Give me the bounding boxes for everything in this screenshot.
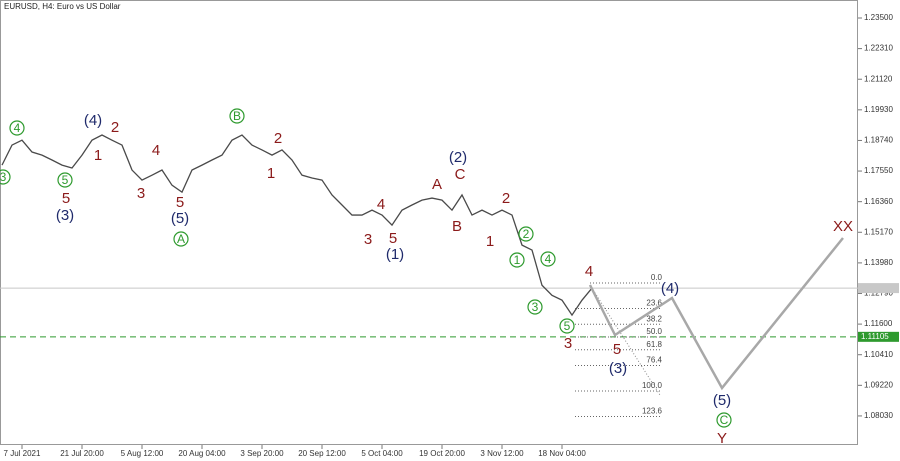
wave-circle [559, 318, 575, 334]
y-tick-label: 1.09220 [864, 380, 893, 389]
wave-label: 5 [564, 319, 571, 333]
y-tick-label: 1.17550 [864, 166, 893, 175]
wave-label: B [452, 218, 462, 235]
wave-circle [57, 172, 73, 188]
wave-label: 4 [377, 196, 385, 213]
wave-label: 4 [152, 142, 160, 159]
wave-circle [173, 231, 189, 247]
wave-circle [527, 299, 543, 315]
wave-label: C [720, 413, 729, 427]
wave-label: 4 [585, 263, 593, 280]
wave-label: A [432, 176, 442, 193]
y-tick-label: 1.10410 [864, 350, 893, 359]
wave-label: 2 [111, 119, 119, 136]
wave-label: 3 [564, 335, 572, 352]
wave-label: 3 [137, 185, 145, 202]
support-label-box [858, 331, 899, 342]
wave-label: (3) [56, 207, 74, 224]
y-tick-label: 1.15170 [864, 227, 893, 236]
x-tick-label: 3 Sep 20:00 [240, 449, 284, 458]
wave-label: 4 [545, 252, 552, 266]
wave-label: (5) [713, 392, 731, 409]
wave-circle [9, 120, 25, 136]
wave-label: (1) [386, 246, 404, 263]
x-tick-label: 5 Aug 12:00 [121, 449, 164, 458]
y-tick-label: 1.18740 [864, 136, 893, 145]
wave-label: 1 [267, 165, 275, 182]
x-tick-label: 5 Oct 04:00 [361, 449, 403, 458]
wave-label: (4) [84, 112, 102, 129]
wave-circle [716, 412, 732, 428]
fib-label: 76.4 [646, 356, 662, 365]
wave-circle [0, 169, 11, 185]
fib-label: 123.6 [642, 407, 663, 416]
x-tick-label: 3 Nov 12:00 [480, 449, 524, 458]
price-line [1, 134, 593, 317]
wave-label: 1 [94, 147, 102, 164]
wave-label: 5 [62, 173, 69, 187]
wave-label: (2) [449, 149, 467, 166]
wave-label: (4) [661, 280, 679, 297]
wave-label: (3) [609, 360, 627, 377]
wave-label: 5 [613, 341, 621, 358]
wave-label: Y [717, 430, 727, 447]
fib-label: 23.6 [646, 299, 662, 308]
y-tick-label: 1.22310 [864, 44, 893, 53]
fib-label: 61.8 [646, 340, 662, 349]
support-label: 1.11105 [861, 332, 889, 341]
x-tick-label: 19 Oct 20:00 [419, 449, 465, 458]
wave-label: 2 [523, 227, 530, 241]
wave-label: 2 [274, 130, 282, 147]
x-tick-label: 20 Sep 12:00 [298, 449, 346, 458]
wave-label: 5 [176, 194, 184, 211]
wave-label: XX [833, 218, 853, 235]
wave-circle [540, 251, 556, 267]
y-tick-label: 1.19930 [864, 105, 893, 114]
wave-label: C [455, 166, 466, 183]
wave-label: 3 [364, 231, 372, 248]
wave-label: 5 [389, 230, 397, 247]
wave-label: 5 [62, 190, 70, 207]
projection-path [588, 237, 844, 391]
fib-diagonal [589, 284, 661, 396]
fib-label: 0.0 [651, 273, 663, 282]
y-tick-label: 1.16360 [864, 197, 893, 206]
wave-label: 1 [486, 233, 494, 250]
wave-label: B [233, 109, 241, 123]
wave-label: 4 [14, 121, 21, 135]
wave-label: 1 [514, 253, 521, 267]
y-tick-label: 1.12790 [864, 289, 893, 298]
fib-label: 100.0 [642, 381, 663, 390]
y-tick-label: 1.21120 [864, 74, 893, 83]
wave-label: (5) [171, 210, 189, 227]
last-price-box [858, 283, 899, 294]
y-tick-label: 1.11600 [864, 319, 893, 328]
y-tick-label: 1.23500 [864, 13, 893, 22]
wave-label: 3 [0, 170, 7, 184]
x-tick-label: 21 Jul 20:00 [60, 449, 104, 458]
x-tick-label: 18 Nov 04:00 [538, 449, 586, 458]
x-tick-label: 20 Aug 04:00 [178, 449, 226, 458]
fib-label: 50.0 [646, 327, 662, 336]
wave-label: A [177, 232, 185, 246]
wave-circle [229, 108, 245, 124]
wave-circle [518, 226, 534, 242]
wave-label: 3 [532, 300, 539, 314]
plot-frame [0, 0, 858, 445]
x-tick-label: 7 Jul 2021 [4, 449, 41, 458]
wave-label: 2 [502, 190, 510, 207]
wave-circle [509, 252, 525, 268]
fib-label: 38.2 [646, 314, 662, 323]
y-tick-label: 1.13980 [864, 258, 893, 267]
y-tick-label: 1.08030 [864, 411, 893, 420]
chart-title: EURUSD, H4: Euro vs US Dollar [4, 2, 121, 11]
